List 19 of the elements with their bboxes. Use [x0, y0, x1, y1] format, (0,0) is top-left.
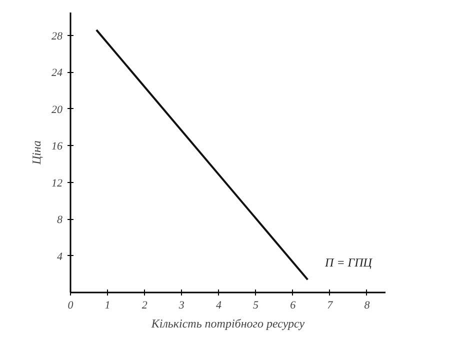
x-tick-label: 6 — [290, 300, 296, 312]
x-tick-label: 3 — [178, 300, 185, 312]
y-tick-label: 20 — [52, 104, 63, 116]
x-tick-label: 5 — [253, 300, 260, 312]
annotation: П = ГПЦ — [324, 256, 374, 270]
x-tick-label: 1 — [104, 300, 110, 312]
x-tick-label: 8 — [364, 300, 370, 312]
x-axis-title: Кількість потрібного ресурсу — [150, 316, 306, 330]
y-tick-label: 8 — [57, 214, 63, 226]
y-tick-label: 4 — [57, 250, 63, 263]
x-tick-label: 7 — [327, 300, 334, 312]
y-tick-label: 24 — [52, 67, 63, 80]
y-tick-label: 12 — [52, 177, 63, 190]
y-tick-label: 16 — [52, 140, 63, 153]
y-axis-title: Ціна — [30, 140, 44, 166]
x-tick-label: 4 — [216, 300, 222, 312]
x-tick-label: 0 — [68, 300, 74, 312]
y-tick-label: 28 — [52, 30, 63, 42]
x-tick-label: 2 — [142, 300, 148, 312]
